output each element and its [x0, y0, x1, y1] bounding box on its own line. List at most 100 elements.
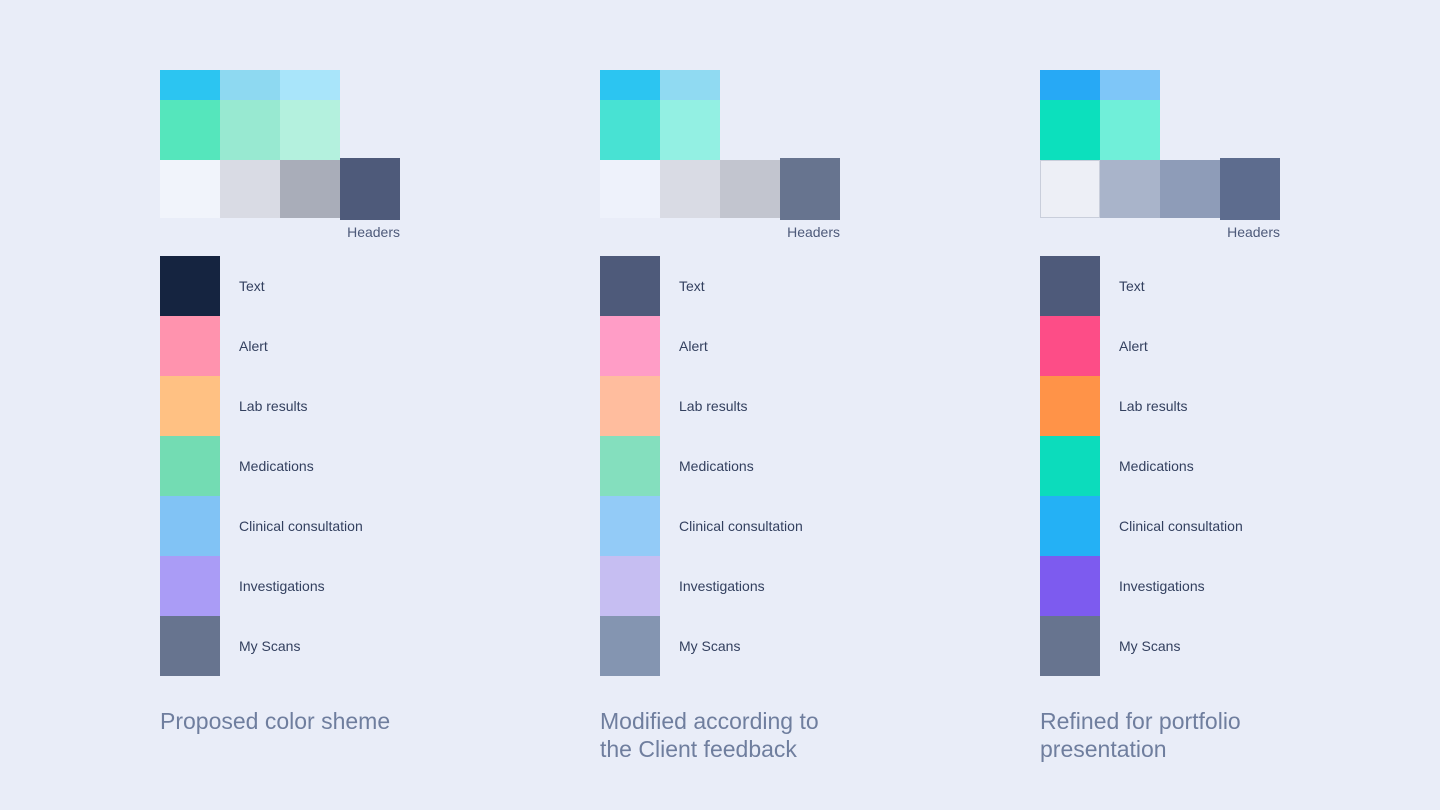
color-swatch: [660, 70, 720, 100]
legend-list: Text Alert Lab results Medications Clini…: [160, 256, 363, 676]
legend-item: Investigations: [160, 556, 363, 616]
legend-swatch: [160, 436, 220, 496]
legend-item: Clinical consultation: [160, 496, 363, 556]
legend-label: Text: [679, 278, 705, 294]
palette-grid-row: [600, 70, 840, 100]
legend-swatch: [600, 616, 660, 676]
color-swatch: [1100, 70, 1160, 100]
palette-grid-row: [1040, 158, 1280, 222]
caption-line: presentation: [1040, 736, 1167, 762]
color-swatch: [220, 70, 280, 100]
color-swatch: [160, 70, 220, 100]
legend-label: Clinical consultation: [239, 518, 363, 534]
legend-list: Text Alert Lab results Medications Clini…: [600, 256, 803, 676]
legend-item: Investigations: [600, 556, 803, 616]
legend-label: Alert: [239, 338, 268, 354]
color-swatch: [280, 70, 340, 100]
caption-line: Modified according to: [600, 708, 819, 734]
legend-item: My Scans: [600, 616, 803, 676]
header-palette-grid: [600, 70, 840, 222]
headers-color-swatch: [1220, 158, 1280, 220]
legend-label: My Scans: [679, 638, 741, 654]
palette-grid-row: [1040, 70, 1280, 100]
legend-swatch: [1040, 376, 1100, 436]
headers-label: Headers: [1227, 224, 1280, 240]
color-swatch: [1100, 100, 1160, 160]
color-swatch: [280, 100, 340, 160]
color-swatch: [600, 100, 660, 160]
palette-column-modified: Headers Text Alert Lab results Medicatio…: [600, 0, 1040, 810]
legend-item: Medications: [1040, 436, 1243, 496]
legend-item: Alert: [160, 316, 363, 376]
legend-label: Clinical consultation: [679, 518, 803, 534]
legend-swatch: [1040, 496, 1100, 556]
color-swatch: [1040, 160, 1100, 218]
legend-item: My Scans: [160, 616, 363, 676]
palette-column-proposed: Headers Text Alert Lab results Medicatio…: [160, 0, 600, 810]
legend-item: Alert: [600, 316, 803, 376]
legend-swatch: [1040, 316, 1100, 376]
legend-swatch: [1040, 616, 1100, 676]
color-swatch: [600, 160, 660, 218]
legend-item: Text: [160, 256, 363, 316]
color-swatch: [660, 160, 720, 218]
legend-label: My Scans: [239, 638, 301, 654]
legend-label: Text: [239, 278, 265, 294]
color-swatch: [160, 160, 220, 218]
color-swatch: [220, 160, 280, 218]
color-swatch: [160, 100, 220, 160]
header-palette-grid: [1040, 70, 1280, 222]
palette-grid-row: [600, 100, 840, 160]
legend-swatch: [1040, 436, 1100, 496]
legend-swatch: [600, 376, 660, 436]
color-swatch: [660, 100, 720, 160]
legend-label: Investigations: [239, 578, 325, 594]
headers-color-swatch: [340, 158, 400, 220]
legend-label: Clinical consultation: [1119, 518, 1243, 534]
color-swatch: [1160, 160, 1220, 218]
legend-item: My Scans: [1040, 616, 1243, 676]
legend-label: Medications: [679, 458, 754, 474]
headers-label: Headers: [347, 224, 400, 240]
legend-swatch: [1040, 256, 1100, 316]
legend-label: Medications: [239, 458, 314, 474]
legend-label: Medications: [1119, 458, 1194, 474]
column-caption: Proposed color sheme: [160, 707, 390, 735]
legend-swatch: [600, 496, 660, 556]
legend-swatch: [1040, 556, 1100, 616]
caption-line: Proposed color sheme: [160, 708, 391, 734]
legend-swatch: [600, 556, 660, 616]
palette-grid-row: [1040, 100, 1280, 160]
legend-swatch: [160, 376, 220, 436]
legend-item: Clinical consultation: [600, 496, 803, 556]
legend-swatch: [600, 256, 660, 316]
legend-item: Clinical consultation: [1040, 496, 1243, 556]
legend-label: Lab results: [679, 398, 748, 414]
legend-label: Lab results: [239, 398, 308, 414]
caption-line: Refined for portfolio: [1040, 708, 1241, 734]
legend-item: Medications: [600, 436, 803, 496]
legend-swatch: [160, 616, 220, 676]
palette-grid-row: [160, 100, 400, 160]
legend-item: Text: [600, 256, 803, 316]
column-caption: Refined for portfolio presentation: [1040, 707, 1241, 763]
legend-label: Investigations: [1119, 578, 1205, 594]
palette-grid-row: [160, 70, 400, 100]
color-swatch: [600, 70, 660, 100]
palette-column-refined: Headers Text Alert Lab results Medicatio…: [1040, 0, 1440, 810]
legend-label: Text: [1119, 278, 1145, 294]
color-swatch: [720, 160, 780, 218]
legend-item: Lab results: [600, 376, 803, 436]
color-swatch: [1040, 70, 1100, 100]
legend-list: Text Alert Lab results Medications Clini…: [1040, 256, 1243, 676]
color-swatch: [1100, 160, 1160, 218]
legend-item: Alert: [1040, 316, 1243, 376]
legend-item: Lab results: [160, 376, 363, 436]
column-caption: Modified according to the Client feedbac…: [600, 707, 819, 763]
legend-label: Alert: [1119, 338, 1148, 354]
legend-swatch: [160, 256, 220, 316]
legend-swatch: [600, 316, 660, 376]
legend-item: Lab results: [1040, 376, 1243, 436]
legend-swatch: [160, 496, 220, 556]
legend-swatch: [160, 316, 220, 376]
